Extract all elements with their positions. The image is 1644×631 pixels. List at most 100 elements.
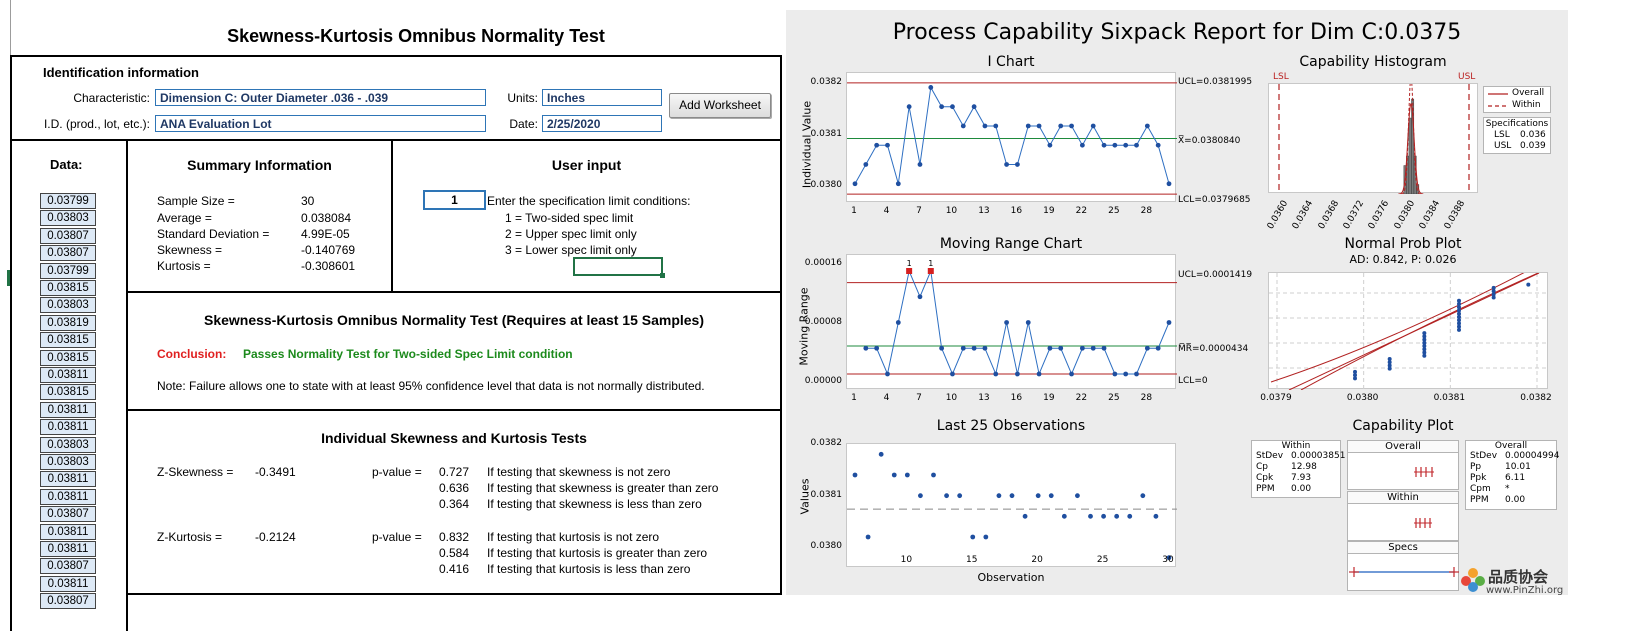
mr-point bbox=[939, 345, 945, 351]
ichart-xtick: 25 bbox=[1108, 206, 1120, 216]
normprob-plot bbox=[1268, 268, 1549, 391]
date-label: Date: bbox=[509, 117, 538, 131]
characteristic-field[interactable]: Dimension C: Outer Diameter .036 - .039 bbox=[155, 89, 486, 106]
kurt-p-3: 0.416 bbox=[439, 562, 470, 576]
last25-point bbox=[1061, 513, 1067, 519]
data-cell[interactable]: 0.03815 bbox=[40, 332, 96, 349]
add-worksheet-button[interactable]: Add Worksheet bbox=[669, 93, 771, 118]
selected-cell[interactable] bbox=[573, 257, 663, 276]
data-cell[interactable]: 0.03799 bbox=[40, 193, 96, 209]
data-cell[interactable]: 0.03803 bbox=[40, 436, 96, 453]
data-cell[interactable]: 0.03799 bbox=[40, 262, 96, 279]
last25-ytick-3: 0.0380 bbox=[810, 541, 843, 551]
histogram-xtick: 0.0368 bbox=[1316, 198, 1341, 232]
spec-option-2: 2 = Upper spec limit only bbox=[505, 227, 637, 241]
capplot-within-label: Within bbox=[1348, 492, 1458, 504]
ichart-point bbox=[1004, 162, 1009, 167]
data-cell[interactable]: 0.03811 bbox=[40, 419, 96, 436]
specifications-title: Specifications bbox=[1485, 119, 1549, 129]
units-field[interactable]: Inches bbox=[542, 89, 662, 106]
np-point bbox=[1353, 373, 1357, 378]
data-cell[interactable]: 0.03811 bbox=[40, 367, 96, 383]
data-cell[interactable]: 0.03807 bbox=[40, 506, 96, 523]
spec-lsl-label: LSL bbox=[1494, 130, 1510, 140]
ichart-ucl: UCL=0.0381995 bbox=[1178, 77, 1253, 87]
ichart-xtick: 1 bbox=[851, 206, 857, 216]
last25-point bbox=[1140, 493, 1146, 499]
summary-label-average: Average = bbox=[157, 211, 212, 225]
histogram-usl-label: USL bbox=[1458, 72, 1476, 82]
data-cell[interactable]: 0.03807 bbox=[40, 558, 96, 575]
mr-point bbox=[1112, 371, 1118, 377]
data-cell[interactable]: 0.03803 bbox=[40, 210, 96, 227]
data-cell[interactable]: 0.03819 bbox=[40, 314, 96, 331]
user-input-box: User input 1 Enter the specification lim… bbox=[391, 141, 782, 293]
data-cell[interactable]: 0.03815 bbox=[40, 280, 96, 296]
ichart-point bbox=[1069, 123, 1074, 129]
specs-interval-marks bbox=[1349, 567, 1459, 577]
data-cell[interactable]: 0.03807 bbox=[40, 227, 96, 244]
data-cell[interactable]: 0.03807 bbox=[40, 245, 96, 262]
mrchart-ytick-3: 0.00000 bbox=[804, 376, 842, 386]
mr-point bbox=[1166, 320, 1172, 325]
skew-p-1: 0.727 bbox=[439, 465, 470, 479]
data-cell[interactable]: 0.03815 bbox=[40, 349, 96, 366]
np-point bbox=[1422, 344, 1427, 349]
summary-label-kurtosis: Kurtosis = bbox=[157, 259, 211, 273]
np-point bbox=[1457, 321, 1461, 326]
np-point bbox=[1457, 308, 1461, 313]
data-cell[interactable]: 0.03807 bbox=[40, 593, 96, 610]
spec-condition-input[interactable]: 1 bbox=[423, 190, 486, 210]
ichart-point bbox=[993, 123, 999, 129]
within-k-2: Cpk bbox=[1256, 473, 1274, 483]
np-point bbox=[1491, 292, 1496, 297]
active-row-marker bbox=[7, 270, 10, 286]
ichart-point bbox=[895, 181, 901, 187]
within-v-2: 7.93 bbox=[1291, 473, 1312, 483]
np-ci-upper bbox=[1270, 268, 1532, 383]
excel-worksheet: Skewness-Kurtosis Omnibus Normality Test… bbox=[7, 0, 782, 631]
normprob-title: Normal Prob Plot bbox=[1344, 236, 1462, 252]
spec-usl-label: USL bbox=[1494, 141, 1512, 151]
within-v-0: 0.00003851 bbox=[1291, 451, 1346, 461]
fill-handle[interactable] bbox=[660, 273, 665, 278]
np-point bbox=[1422, 340, 1427, 345]
np-point bbox=[1491, 285, 1496, 290]
histogram-xtick: 0.0384 bbox=[1417, 198, 1443, 232]
last25-xtick: 15 bbox=[966, 555, 978, 565]
data-cell[interactable]: 0.03803 bbox=[40, 297, 96, 314]
ichart-point bbox=[1144, 123, 1150, 129]
last25-point bbox=[1009, 493, 1015, 499]
mrchart-xtick: 25 bbox=[1108, 393, 1120, 403]
spec-option-3: 3 = Lower spec limit only bbox=[505, 243, 637, 257]
within-stats-title: Within bbox=[1281, 441, 1311, 451]
mrchart-mrbar: M̅R̅=0.0000434 bbox=[1178, 344, 1249, 354]
data-cell[interactable]: 0.03811 bbox=[40, 523, 96, 540]
mrchart-ucl: UCL=0.0001419 bbox=[1178, 270, 1253, 280]
data-cell[interactable]: 0.03811 bbox=[40, 575, 96, 592]
date-field[interactable]: 2/25/2020 bbox=[542, 115, 662, 132]
overall-k-2: Ppk bbox=[1470, 473, 1487, 483]
last25-point bbox=[1166, 555, 1172, 561]
ichart-xtick: 10 bbox=[945, 206, 958, 216]
overall-curve bbox=[1398, 102, 1424, 195]
spec-usl-value: 0.039 bbox=[1520, 141, 1546, 151]
ichart-ytick-3: 0.0380 bbox=[810, 180, 843, 190]
within-interval-marks bbox=[1414, 518, 1432, 528]
mr-flagged-point bbox=[927, 268, 934, 274]
mr-point bbox=[1047, 345, 1053, 351]
mr-point bbox=[1123, 371, 1129, 377]
data-cell[interactable]: 0.03803 bbox=[40, 454, 96, 470]
last25-point bbox=[1101, 513, 1106, 519]
mr-point bbox=[1144, 345, 1150, 351]
data-cell[interactable]: 0.03811 bbox=[40, 401, 96, 418]
data-cell[interactable]: 0.03811 bbox=[40, 541, 96, 557]
data-cell[interactable]: 0.03815 bbox=[40, 384, 96, 401]
np-point bbox=[1422, 334, 1427, 339]
ichart-xtick: 16 bbox=[1010, 206, 1023, 216]
id-field[interactable]: ANA Evaluation Lot bbox=[155, 115, 486, 132]
data-cell[interactable]: 0.03811 bbox=[40, 471, 96, 488]
data-cell[interactable]: 0.03811 bbox=[40, 488, 96, 505]
ichart-point bbox=[863, 162, 869, 167]
z-kurtosis-label: Z-Kurtosis = bbox=[157, 530, 223, 544]
